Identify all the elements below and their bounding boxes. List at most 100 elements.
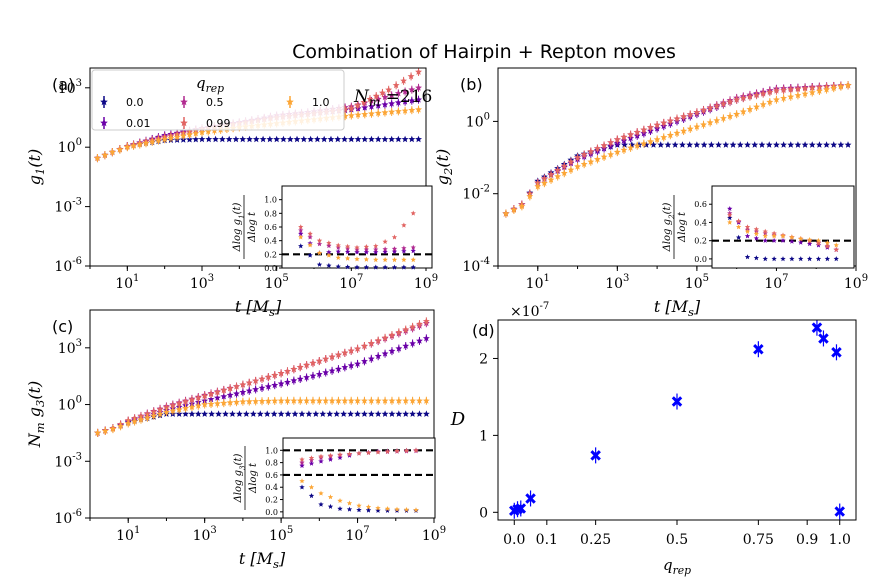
data-point [361,342,368,349]
data-point [811,319,823,336]
legend-label: 0.01 [126,117,151,130]
data-point [650,141,657,148]
data-point [315,397,323,404]
data-point [124,419,132,427]
data-point [673,115,681,122]
data-point [220,392,228,400]
data-point [773,87,780,94]
data-point [143,410,151,417]
inset-y-tick-label: 0.6 [265,471,278,480]
y-axis-label: D [450,409,466,430]
data-point [367,339,375,347]
data-point [402,397,410,404]
x-axis-label: qrep [663,556,691,577]
inset-point [337,498,343,503]
inset-y-tick-label: 1.0 [265,446,278,455]
inset-point [316,237,323,243]
y-axis-label: g2(t) [433,149,455,186]
inset-point [771,230,777,236]
data-point [354,360,361,367]
data-point [101,151,109,158]
data-point [182,410,189,417]
inset-point [744,224,751,230]
data-point [726,112,734,120]
panel-label: (a) [52,75,74,94]
data-point [291,410,299,417]
data-point [374,410,382,417]
data-point [808,84,816,91]
data-point [401,107,409,114]
data-point [239,135,247,143]
data-point [388,100,396,107]
data-point [388,410,396,417]
inset-y-label: Δlog g2(t)Δlog t [662,195,688,259]
inset-y-label-den: Δlog t [247,211,258,243]
data-point [286,135,294,143]
data-point [409,410,416,417]
data-point [653,135,661,143]
data-point [416,397,423,404]
series-0.0 [94,410,430,436]
inset-point [736,218,742,224]
data-point [136,141,144,148]
data-point [374,352,382,360]
x-tick-label: 105 [265,273,289,292]
data-point [249,410,257,417]
data-point [156,410,164,417]
data-point [547,176,555,183]
inset-point [815,237,822,243]
data-point [143,414,151,421]
data-point [830,84,838,92]
inset-point [373,243,379,249]
inset-point [401,245,407,251]
inset-point [327,456,334,462]
inset-point [346,500,353,506]
data-point [194,394,202,401]
data-point [381,350,389,357]
data-point [333,410,341,417]
legend-frame [91,69,345,131]
data-point [354,345,361,352]
data-point [780,94,787,102]
series-1.0 [502,81,852,218]
data-point [277,369,285,377]
inset-series-0.5 [298,227,416,252]
data-point [109,148,116,156]
data-point [163,403,170,411]
inset-point [753,231,759,237]
data-point [225,135,233,143]
inset-point [373,246,379,252]
nm-annotation: Nm =216 [353,87,432,109]
inset-point [326,262,332,268]
data-point [401,88,409,95]
inset-point [382,238,388,244]
data-point [409,323,416,330]
data-point [640,126,648,133]
data-point [422,334,430,342]
y-tick-label: 10-3 [54,197,82,216]
data-point [422,397,430,404]
data-point [296,375,304,382]
data-point [388,108,396,115]
legend-label: 0.5 [206,96,224,109]
data-point [322,369,330,376]
data-point [394,135,402,143]
inset-point [391,257,398,263]
data-point [303,397,310,404]
x-tick-label: 109 [844,273,868,292]
inset-point [375,505,381,511]
legend-title: qrep [196,74,224,95]
inset-y-label-den: Δlog t [248,462,259,494]
inset-point [335,263,341,269]
data-point [600,141,608,149]
inset-point [299,459,305,465]
data-point [388,135,396,143]
inset-point [780,256,786,262]
y-tick-label: 100 [58,395,82,414]
inset-point [363,256,369,262]
data-point [660,133,668,141]
inset-point [403,447,410,453]
data-point [415,96,422,103]
data-point [415,135,422,143]
data-point [298,410,306,417]
